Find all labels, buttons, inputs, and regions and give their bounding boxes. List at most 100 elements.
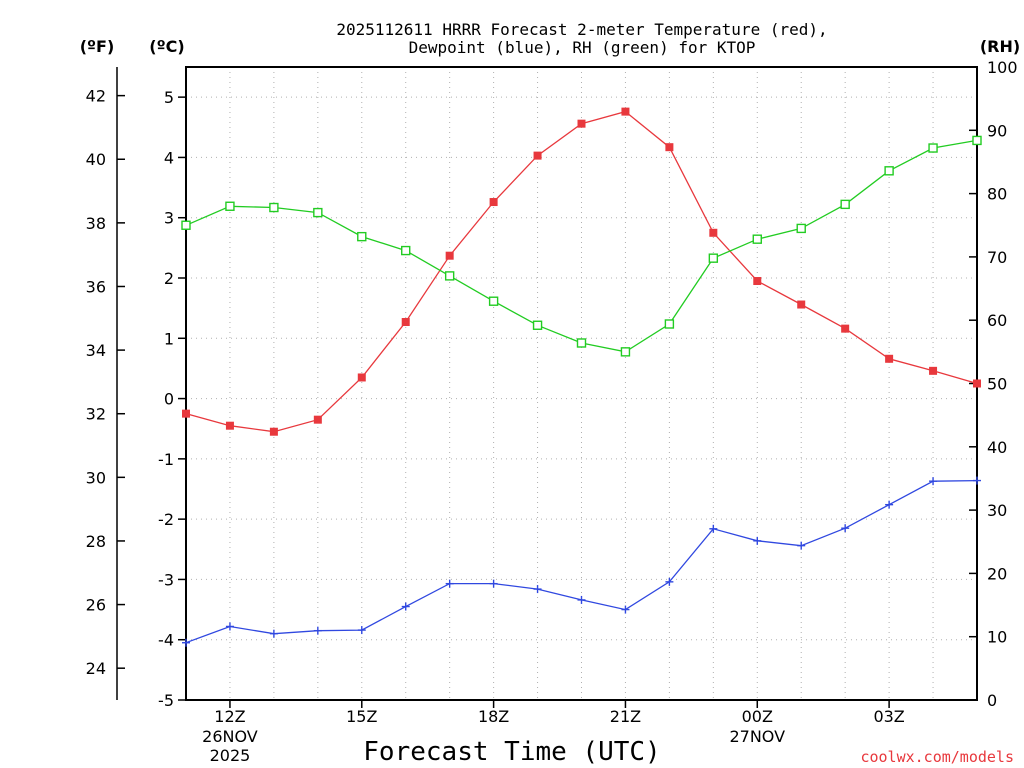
- rh-tick-label: 100: [987, 58, 1018, 77]
- dewpoint-point: [313, 626, 322, 635]
- dewpoint-point: [753, 536, 762, 545]
- chart-title-line1: 2025112611 HRRR Forecast 2-meter Tempera…: [336, 20, 827, 39]
- rh-point: [884, 166, 894, 176]
- rh-tick-label: 20: [987, 564, 1007, 583]
- rh-point: [401, 245, 411, 256]
- rh-unit-label: (RH): [980, 37, 1020, 56]
- chart-title-line2: Dewpoint (blue), RH (green) for KTOP: [409, 38, 756, 57]
- temperature-point: [885, 354, 894, 363]
- dewpoint-point: [357, 626, 366, 635]
- celsius-tick-label: 2: [164, 269, 174, 288]
- temperature-point: [665, 143, 674, 152]
- axes: -5-4-3-2-1012345242628303234363840420102…: [86, 58, 1018, 765]
- temperature-point: [577, 119, 586, 128]
- fahrenheit-tick-label: 30: [86, 468, 106, 487]
- rh-point: [620, 347, 631, 357]
- rh-point: [225, 201, 235, 211]
- rh-point: [357, 231, 367, 242]
- temperature-point: [313, 415, 322, 424]
- celsius-unit-label: (ºC): [149, 37, 184, 56]
- rh-point: [532, 320, 543, 330]
- dewpoint-point: [973, 476, 981, 485]
- dewpoint-point: [182, 638, 190, 647]
- rh-tick-label: 10: [987, 628, 1007, 647]
- dewpoint-point: [709, 524, 718, 533]
- dewpoint-point: [885, 500, 894, 509]
- rh-point: [928, 143, 938, 153]
- temperature-point: [621, 107, 630, 116]
- x-tick-label: 15Z: [346, 707, 377, 726]
- dewpoint-point: [489, 579, 498, 588]
- dewpoint-point: [797, 541, 806, 550]
- temperature-point: [797, 300, 806, 309]
- plot-area-frame: [185, 66, 978, 701]
- fahrenheit-tick-label: 26: [86, 596, 106, 615]
- fahrenheit-unit-label: (ºF): [80, 37, 115, 56]
- celsius-tick-label: -2: [158, 510, 174, 529]
- celsius-tick-label: -1: [158, 450, 174, 469]
- rh-point: [840, 199, 850, 210]
- rh-point: [796, 223, 806, 234]
- rh-tick-label: 90: [987, 121, 1007, 140]
- temperature-point: [973, 379, 981, 388]
- celsius-tick-label: -5: [158, 691, 174, 710]
- x-tick-date: 27NOV: [729, 727, 785, 746]
- rh-point: [444, 271, 455, 281]
- celsius-tick-label: -3: [158, 570, 174, 589]
- rh-tick-label: 60: [987, 311, 1007, 330]
- rh-tick-label: 80: [987, 185, 1007, 204]
- x-tick-label: 00Z: [742, 707, 773, 726]
- x-tick-label: 03Z: [873, 707, 904, 726]
- rh-point: [181, 220, 191, 230]
- x-axis-label: Forecast Time (UTC): [363, 737, 660, 767]
- rh-point: [576, 338, 587, 348]
- x-tick-year: 2025: [210, 746, 251, 765]
- x-tick-date: 26NOV: [202, 727, 258, 746]
- temperature-point: [445, 251, 454, 260]
- temperature-point: [533, 151, 542, 160]
- dewpoint-point: [841, 524, 850, 533]
- temperature-point: [182, 409, 190, 418]
- dewpoint-point: [401, 602, 410, 611]
- celsius-tick-label: 0: [164, 390, 174, 409]
- celsius-tick-label: 4: [164, 148, 174, 167]
- dewpoint-point: [621, 605, 630, 614]
- temperature-point: [357, 373, 366, 382]
- dewpoint-point: [929, 477, 938, 486]
- rh-tick-label: 0: [987, 691, 997, 710]
- rh-point: [752, 234, 762, 244]
- dewpoint-point: [533, 585, 542, 594]
- fahrenheit-tick-label: 38: [86, 214, 106, 233]
- rh-tick-label: 40: [987, 438, 1007, 457]
- temperature-point: [401, 318, 410, 327]
- dewpoint-point: [225, 622, 234, 631]
- celsius-tick-label: -4: [158, 631, 174, 650]
- fahrenheit-tick-label: 34: [86, 341, 106, 360]
- rh-point: [269, 202, 279, 213]
- fahrenheit-tick-label: 42: [86, 87, 106, 106]
- temperature-point: [269, 427, 278, 436]
- fahrenheit-tick-label: 40: [86, 150, 106, 169]
- dewpoint-point: [445, 579, 454, 588]
- dewpoint-line: [185, 479, 978, 644]
- temperature-point: [841, 324, 850, 333]
- x-tick-label: 21Z: [610, 707, 641, 726]
- rh-tick-label: 70: [987, 248, 1007, 267]
- celsius-tick-label: 5: [164, 88, 174, 107]
- temperature-point: [225, 421, 234, 430]
- rh-tick-label: 50: [987, 375, 1007, 394]
- fahrenheit-tick-label: 36: [86, 277, 106, 296]
- rh-point: [664, 319, 675, 329]
- temperature-point: [489, 198, 498, 207]
- celsius-tick-label: 1: [164, 329, 174, 348]
- rh-point: [488, 296, 499, 306]
- x-tick-label: 18Z: [478, 707, 509, 726]
- dewpoint-point: [665, 577, 674, 586]
- gridlines: [186, 67, 977, 701]
- celsius-tick-label: 3: [164, 209, 174, 228]
- fahrenheit-tick-label: 32: [86, 405, 106, 424]
- data-series: [181, 107, 982, 647]
- temperature-point: [929, 366, 938, 375]
- fahrenheit-tick-label: 28: [86, 532, 106, 551]
- temperature-point: [709, 228, 718, 237]
